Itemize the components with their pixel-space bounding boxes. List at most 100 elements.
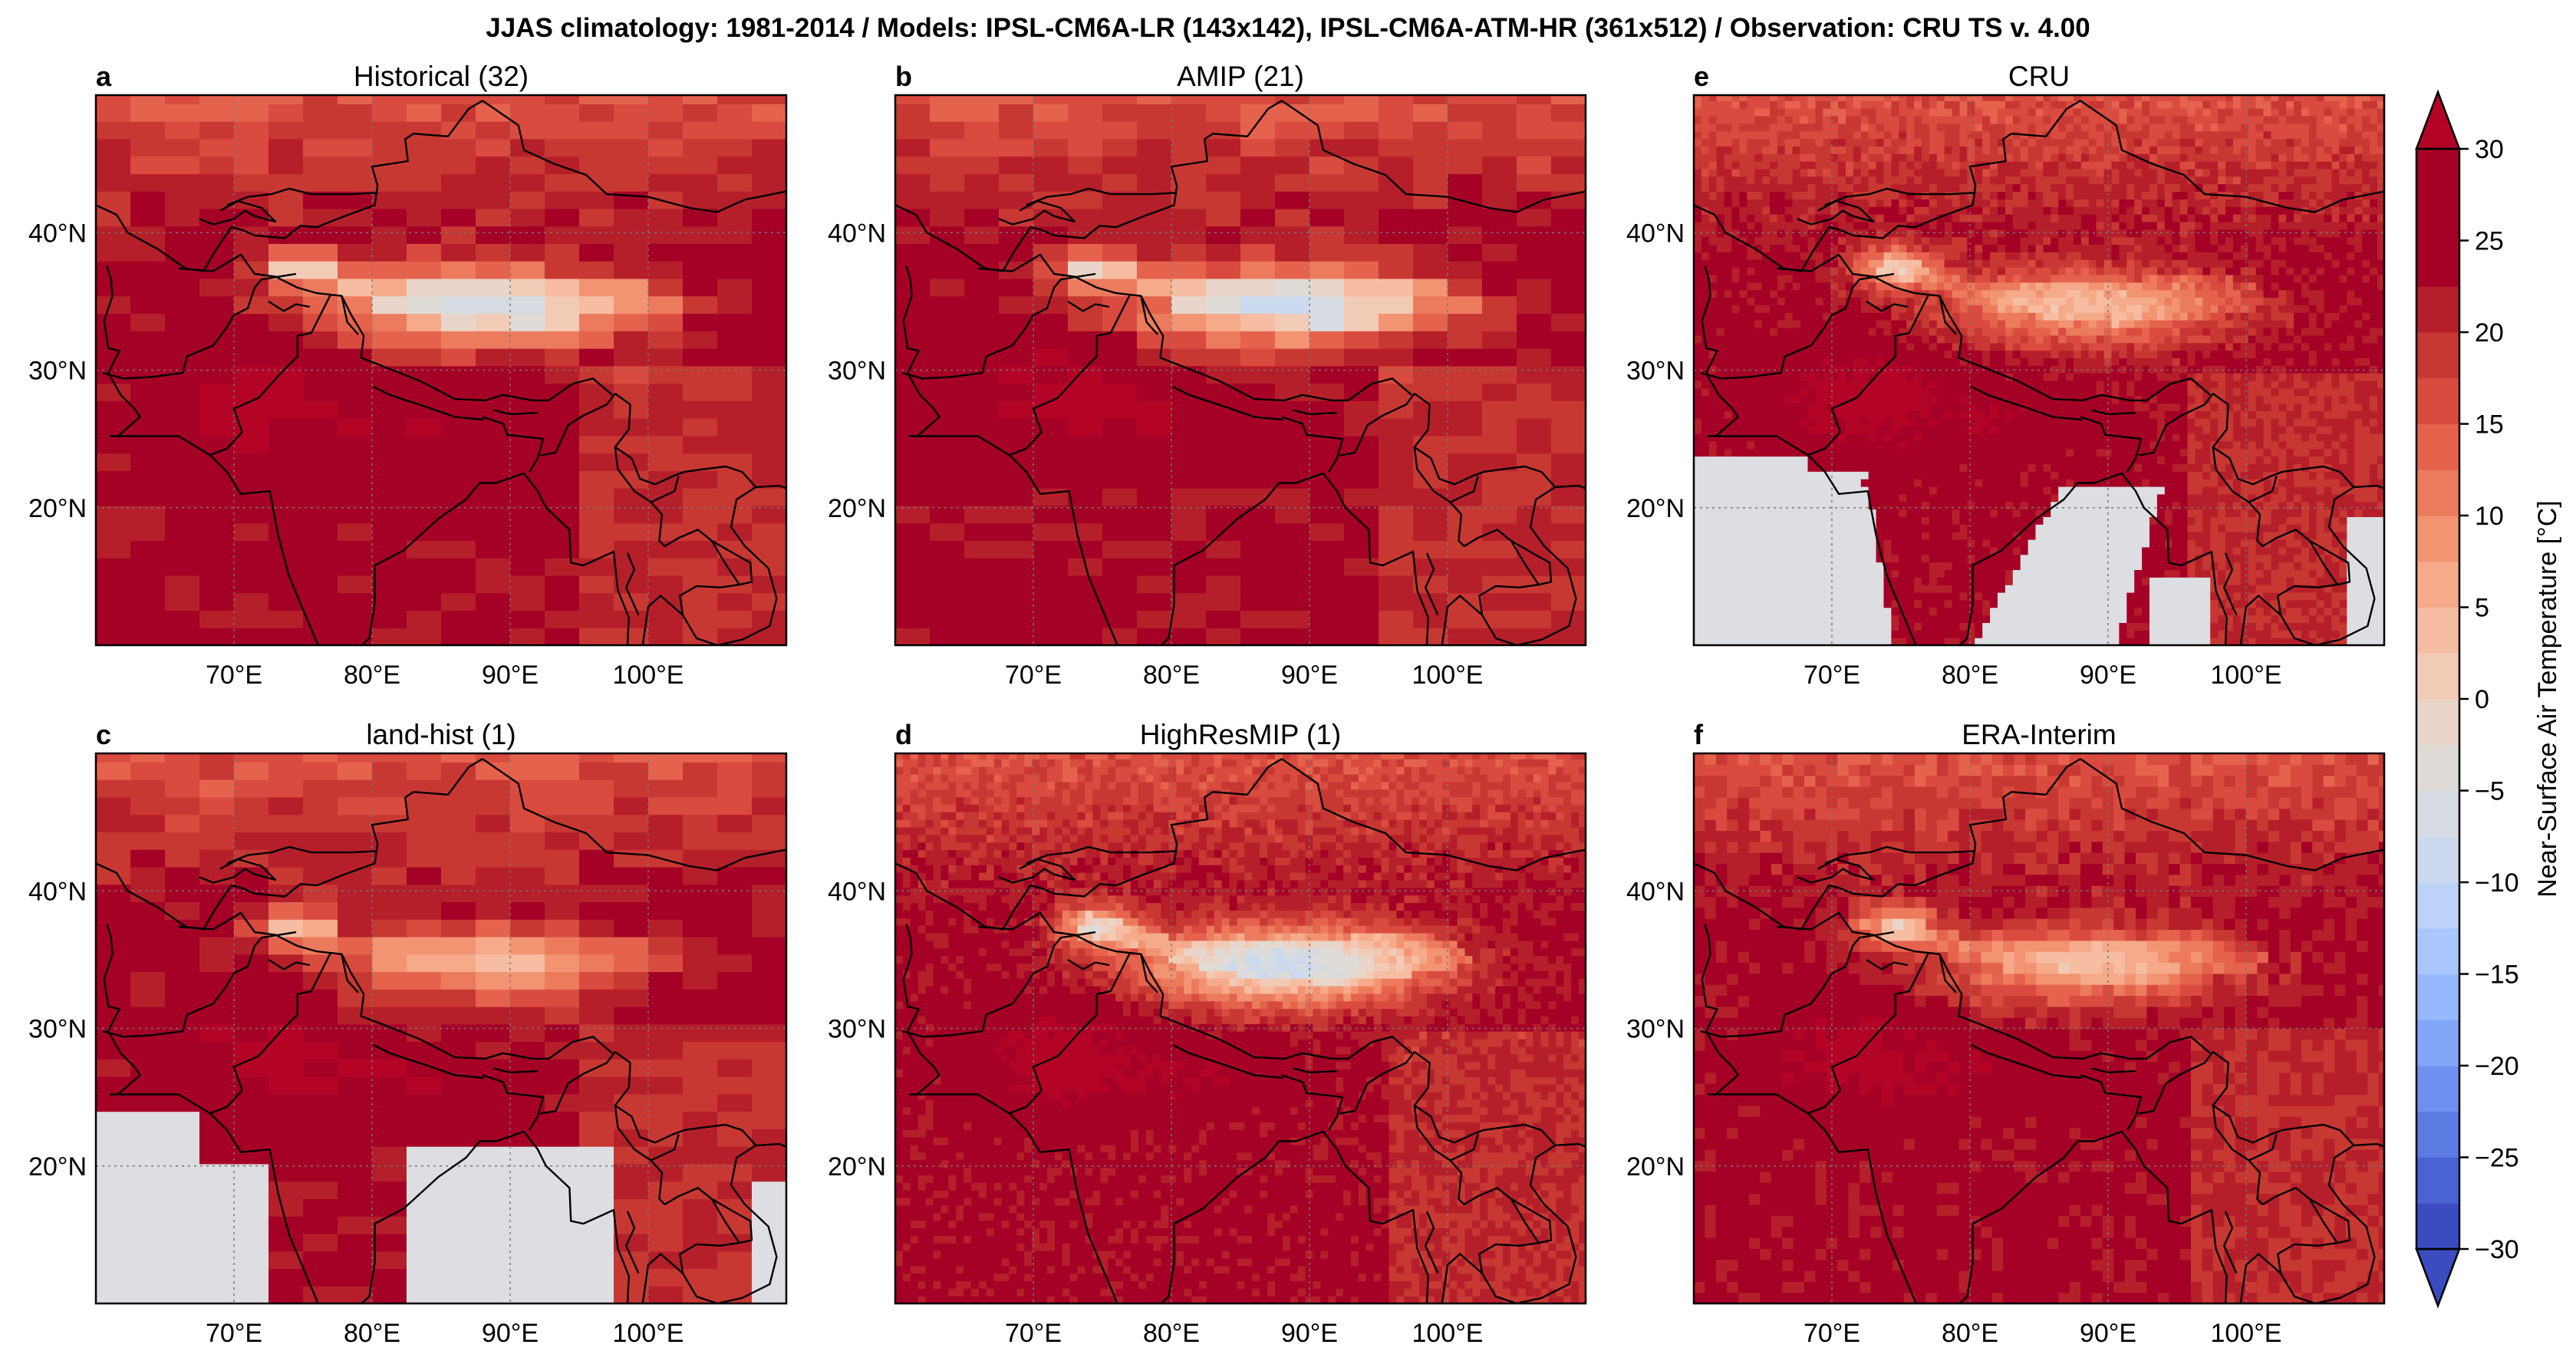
map-panel-d: d HighResMIP (1) 70°E 80°E 90°E 100°E 40°N 30°N… xyxy=(828,719,1587,1348)
panel-frame xyxy=(1692,94,2386,647)
colorbar-bin xyxy=(2416,470,2459,516)
colorbar-tick-label: 10 xyxy=(2475,502,2504,531)
lon-tick-label: 100°E xyxy=(612,661,684,690)
lon-tick-label: 80°E xyxy=(344,1319,400,1348)
colorbar-bin xyxy=(2416,561,2459,608)
colorbar-bin xyxy=(2416,516,2459,562)
colorbar-bin xyxy=(2416,1020,2459,1066)
panel-letter: c xyxy=(96,719,111,750)
panels: a Historical (32) 70°E 80°E 90°E 100°E 40°N 30°… xyxy=(28,61,2386,1348)
colorbar-bin xyxy=(2416,332,2459,379)
colorbar-bin xyxy=(2416,1157,2459,1204)
colorbar-tick-label: −10 xyxy=(2475,868,2519,898)
colorbar-tick-label: 15 xyxy=(2475,410,2504,440)
temperature-field xyxy=(96,753,786,1303)
colorbar-tick-label: −5 xyxy=(2475,777,2505,806)
map-panel-f: f ERA-Interim 70°E 80°E 90°E 100°E 40°N 30°N 20°… xyxy=(1626,719,2386,1348)
coastlines-borders xyxy=(1694,758,2384,1303)
gridlines xyxy=(96,95,786,645)
panel-letter: a xyxy=(96,61,112,92)
lon-tick-label: 70°E xyxy=(206,661,262,690)
panel-frame xyxy=(94,94,788,647)
lon-tick-label: 80°E xyxy=(1143,1319,1200,1348)
lon-tick-label: 70°E xyxy=(1804,1319,1860,1348)
lon-tick-label: 100°E xyxy=(612,1319,684,1348)
panel-title: AMIP (21) xyxy=(1177,61,1304,92)
lon-tick-label: 100°E xyxy=(1412,1319,1483,1348)
lon-tick-label: 80°E xyxy=(1942,661,1998,690)
colorbar-tick-label: −25 xyxy=(2475,1144,2519,1173)
colorbar-bin xyxy=(2416,1203,2459,1250)
panel-title: Historical (32) xyxy=(354,61,529,92)
lon-tick-label: 100°E xyxy=(2210,661,2281,690)
lat-tick-label: 20°N xyxy=(28,1152,87,1181)
colorbar-bin xyxy=(2416,286,2459,333)
lat-tick-label: 40°N xyxy=(1626,219,1685,248)
colorbar: 30 25 20 15 10 5 0 −5 −10 −15 −20 −25 −30 Near-Surfac… xyxy=(2415,89,2562,1309)
gridlines xyxy=(1694,753,2384,1303)
lat-tick-label: 40°N xyxy=(828,219,886,248)
temperature-field xyxy=(96,95,786,645)
lon-tick-label: 90°E xyxy=(1281,1319,1338,1348)
lon-tick-label: 70°E xyxy=(1005,1319,1062,1348)
panel-letter: d xyxy=(895,719,912,750)
colorbar-tick-label: 20 xyxy=(2475,318,2504,348)
lon-tick-label: 70°E xyxy=(206,1319,262,1348)
colorbar-bin xyxy=(2416,149,2459,196)
colorbar-bin xyxy=(2416,377,2459,424)
coastlines-borders xyxy=(895,100,1586,645)
map-panel-c: c land-hist (1) 70°E 80°E 90°E 100°E 40°N 30°N 2… xyxy=(28,719,788,1348)
colorbar-tick-label: −15 xyxy=(2475,961,2519,990)
lon-tick-label: 80°E xyxy=(344,661,400,690)
lat-tick-label: 20°N xyxy=(1626,494,1685,523)
lat-tick-label: 30°N xyxy=(1626,1015,1685,1044)
colorbar-extend-min xyxy=(2415,1247,2461,1309)
lon-tick-label: 70°E xyxy=(1804,661,1860,690)
lat-tick-label: 40°N xyxy=(28,877,87,906)
map-panel-a: a Historical (32) 70°E 80°E 90°E 100°E 40°N 30°… xyxy=(28,61,788,690)
lat-tick-label: 40°N xyxy=(828,877,886,906)
coastlines-borders xyxy=(96,100,786,645)
gridlines xyxy=(895,753,1586,1303)
colorbar-bin xyxy=(2416,607,2459,654)
gridlines xyxy=(1694,95,2384,645)
panel-letter: e xyxy=(1694,61,1709,92)
panel-frame xyxy=(894,752,1587,1305)
panel-letter: b xyxy=(895,61,912,92)
colorbar-bin xyxy=(2416,882,2459,929)
panel-frame xyxy=(94,752,788,1305)
colorbar-bin xyxy=(2416,790,2459,837)
temperature-field xyxy=(1694,753,2384,1303)
colorbar-bin xyxy=(2416,974,2459,1020)
lat-tick-label: 30°N xyxy=(1626,357,1685,386)
gridlines xyxy=(895,95,1586,645)
temperature-field xyxy=(895,753,1586,1303)
map-panel-b: b AMIP (21) 70°E 80°E 90°E 100°E 40°N 30°N 20°N xyxy=(828,61,1587,690)
lat-tick-label: 20°N xyxy=(828,1152,886,1181)
lon-tick-label: 90°E xyxy=(2080,1319,2136,1348)
colorbar-tick-label: 30 xyxy=(2475,135,2504,164)
lat-tick-label: 20°N xyxy=(828,494,886,523)
lat-tick-label: 30°N xyxy=(828,1015,886,1044)
lon-tick-label: 80°E xyxy=(1143,661,1200,690)
colorbar-tick-label: 5 xyxy=(2475,594,2489,623)
panel-title: land-hist (1) xyxy=(366,719,516,750)
lat-tick-label: 30°N xyxy=(28,1015,87,1044)
lat-tick-label: 30°N xyxy=(28,357,87,386)
colorbar-bin xyxy=(2416,1111,2459,1158)
colorbar-bin xyxy=(2416,653,2459,700)
figure-title: JJAS climatology: 1981-2014 / Models: IP… xyxy=(486,13,2090,43)
coastlines-borders xyxy=(96,758,786,1303)
lat-tick-label: 20°N xyxy=(1626,1152,1685,1181)
coastlines-borders xyxy=(1694,100,2384,645)
lon-tick-label: 90°E xyxy=(482,661,539,690)
lon-tick-label: 100°E xyxy=(1412,661,1483,690)
colorbar-bin xyxy=(2416,699,2459,746)
colorbar-bin xyxy=(2416,423,2459,470)
colorbar-tick-label: −20 xyxy=(2475,1052,2519,1081)
lon-tick-label: 80°E xyxy=(1942,1319,1998,1348)
gridlines xyxy=(96,753,786,1303)
colorbar-tick-label: −30 xyxy=(2475,1235,2519,1264)
lat-tick-label: 40°N xyxy=(28,219,87,248)
panel-letter: f xyxy=(1694,719,1704,750)
